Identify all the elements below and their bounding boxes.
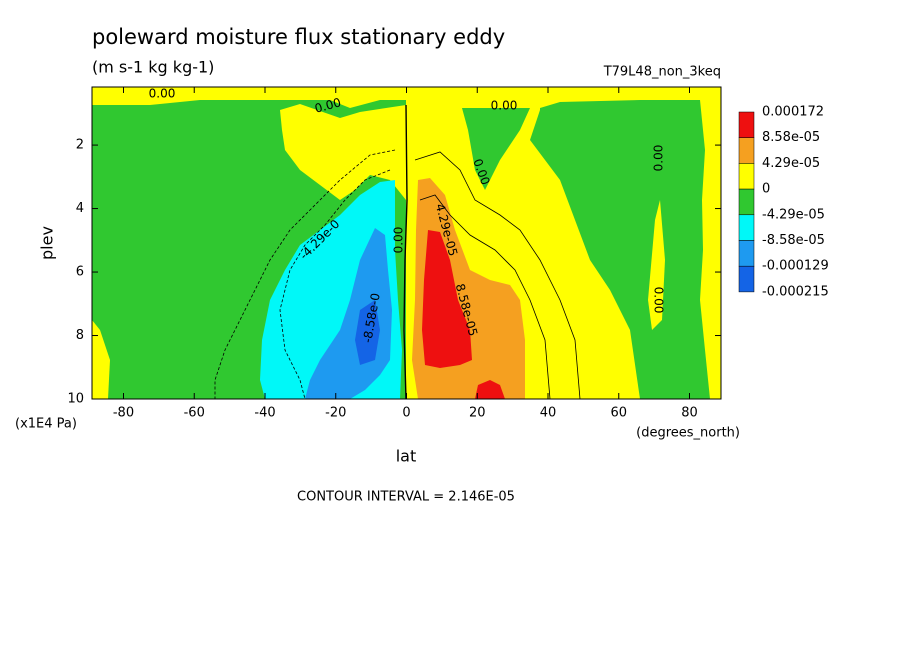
colorbar-label: -0.000129 — [762, 259, 829, 274]
contour-label: 0.00 — [652, 145, 666, 172]
contour-fill — [648, 200, 665, 330]
colorbar-swatch — [738, 188, 755, 216]
contour-label: 0.00 — [149, 87, 176, 101]
contour-fill — [355, 300, 380, 365]
contour-label: 0.00 — [491, 99, 518, 113]
contour-line — [279, 169, 391, 400]
y-tick-label: 4 — [76, 201, 84, 216]
contour-line — [403, 104, 408, 400]
x-units: (degrees_north) — [636, 426, 740, 441]
x-tick-label: 60 — [610, 406, 627, 421]
contour-line — [214, 149, 396, 399]
colorbar-label: 0.000172 — [762, 105, 824, 120]
contour-fill — [422, 230, 472, 368]
colorbar-swatch — [738, 137, 755, 164]
contour-interval-note: CONTOUR INTERVAL = 2.146E-05 — [297, 490, 515, 505]
contour-fill — [92, 320, 110, 399]
chart-subtitle: (m s-1 kg kg-1) — [92, 58, 214, 77]
x-tick-label: -60 — [184, 406, 205, 421]
colorbar-swatch — [738, 111, 755, 138]
y-tick-label: 2 — [76, 138, 84, 153]
x-tick-label: 0 — [402, 406, 410, 421]
x-tick-label: -80 — [113, 406, 134, 421]
colorbar-label: 4.29e-05 — [762, 156, 820, 171]
contour-fill — [462, 108, 530, 190]
colorbar-label: -8.58e-05 — [762, 233, 825, 248]
x-tick-label: -40 — [254, 406, 275, 421]
dataset-label: T79L48_non_3keq — [603, 65, 721, 80]
contour-lines — [214, 104, 581, 400]
y-units: (x1E4 Pa) — [15, 417, 77, 432]
contour-line — [414, 151, 581, 400]
x-tick-label: 40 — [540, 406, 557, 421]
x-tick-label: 80 — [681, 406, 698, 421]
y-tick-label: 6 — [76, 265, 84, 280]
chart-title: poleward moisture flux stationary eddy — [92, 25, 505, 49]
x-axis-label: lat — [396, 447, 417, 466]
y-tick-label: 10 — [67, 392, 84, 407]
contour-fill — [700, 100, 721, 399]
contour-label: 0.00 — [313, 95, 342, 115]
x-tick-label: 20 — [469, 406, 486, 421]
x-tick-label: -20 — [325, 406, 346, 421]
colorbar-label: -0.000215 — [762, 284, 829, 299]
contour-fill — [92, 87, 721, 170]
colorbar-label: -4.29e-05 — [762, 207, 825, 222]
contour-label: 0.00 — [652, 287, 666, 314]
colorbar-label: 0 — [762, 182, 770, 197]
contour-line — [419, 194, 551, 400]
colorbar-swatch — [738, 214, 755, 241]
y-axis-label: plev — [38, 226, 57, 260]
colorbar-swatch — [738, 163, 755, 190]
y-tick-label: 8 — [76, 328, 84, 343]
colorbar-swatch — [738, 265, 755, 293]
colorbar-label: 8.58e-05 — [762, 130, 820, 145]
contour-label: 0.00 — [392, 227, 406, 254]
contour-fills — [92, 87, 721, 399]
colorbar-swatch — [738, 240, 755, 267]
contour-fill — [475, 380, 505, 399]
